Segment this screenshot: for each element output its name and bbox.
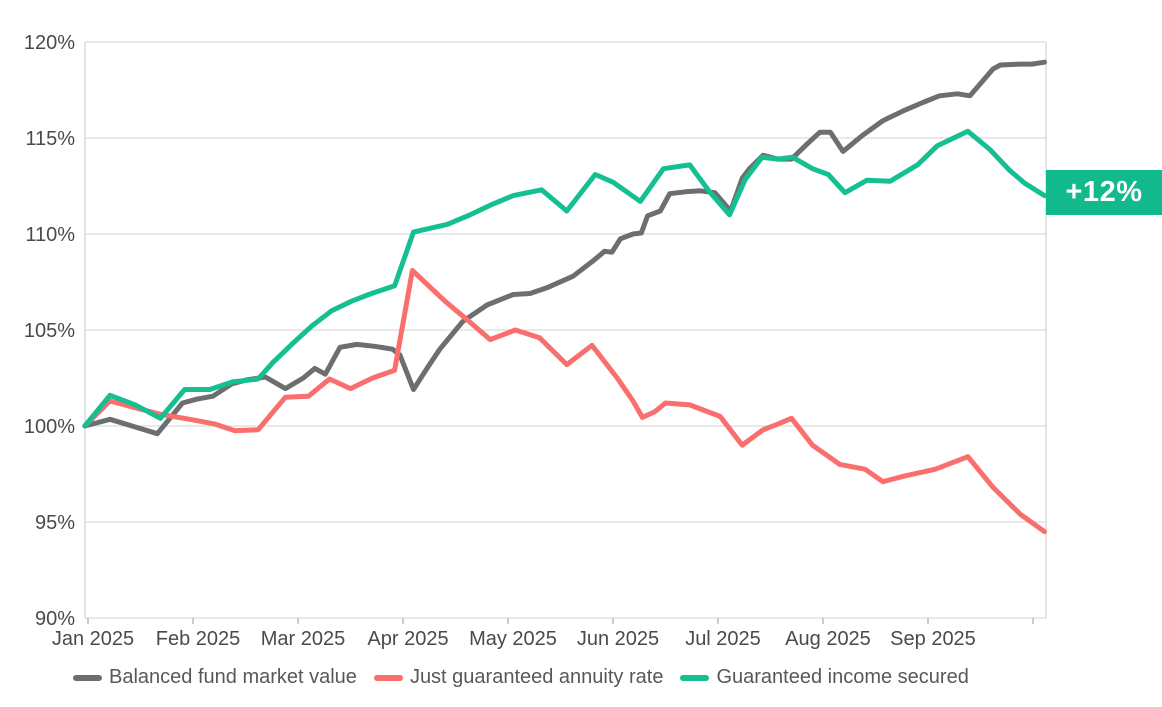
legend-label-balanced-fund: Balanced fund market value [109, 666, 357, 688]
y-axis-label: 120% [24, 32, 75, 54]
legend-swatch-annuity-rate [373, 674, 403, 681]
x-axis-label: Jan 2025 [52, 628, 134, 650]
y-axis-label: 105% [24, 320, 75, 342]
legend-item-income-secured: Guaranteed income secured [680, 666, 969, 689]
y-axis-label: 90% [35, 608, 75, 630]
x-axis-label: May 2025 [469, 628, 557, 650]
y-axis-label: 95% [35, 512, 75, 534]
legend-swatch-balanced-fund [73, 674, 102, 681]
series-line-guaranteed-income-secured [82, 128, 1047, 429]
legend-label-income-secured: Guaranteed income secured [716, 666, 969, 688]
y-axis-label: 100% [24, 416, 75, 438]
series-line-just-guaranteed-annuity-rate [82, 268, 1047, 535]
x-axis-label: Sep 2025 [890, 628, 976, 650]
y-axis-label: 115% [25, 128, 75, 150]
annotation-badge: +12% [1046, 170, 1162, 215]
series-line-balanced-fund-market-value [82, 59, 1047, 437]
x-axis-label: Aug 2025 [785, 628, 871, 650]
y-axis-label: 110% [25, 224, 75, 246]
legend-item-annuity-rate: Just guaranteed annuity rate [373, 666, 664, 689]
annotation-badge-label: +12% [1065, 176, 1143, 208]
x-axis-label: Jul 2025 [685, 628, 761, 650]
legend: Balanced fund market value Just guarante… [73, 666, 969, 689]
x-axis-label: Apr 2025 [367, 628, 448, 650]
x-axis-label: Mar 2025 [261, 628, 346, 650]
legend-label-annuity-rate: Just guaranteed annuity rate [409, 666, 664, 688]
legend-item-balanced-fund: Balanced fund market value [73, 666, 357, 689]
x-axis-label: Feb 2025 [156, 628, 241, 650]
x-axis-label: Jun 2025 [577, 628, 659, 650]
legend-swatch-income-secured [680, 674, 710, 681]
